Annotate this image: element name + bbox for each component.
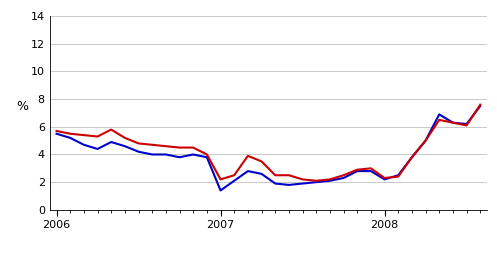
Anläggningsmaskiner xyxy=(190,153,196,156)
Anläggningsmaskiner xyxy=(327,179,333,182)
Anläggningsmaskiner xyxy=(163,153,169,156)
Underhållsmaskiner xyxy=(136,142,142,145)
Anläggningsmaskiner xyxy=(422,139,428,142)
Anläggningsmaskiner xyxy=(149,153,155,156)
Anläggningsmaskiner xyxy=(286,183,292,186)
Anläggningsmaskiner xyxy=(136,150,142,153)
Underhållsmaskiner xyxy=(368,167,374,170)
Underhållsmaskiner xyxy=(67,132,73,135)
Underhållsmaskiner xyxy=(81,133,87,137)
Underhållsmaskiner xyxy=(395,175,401,178)
Underhållsmaskiner xyxy=(176,146,182,149)
Anläggningsmaskiner xyxy=(436,113,442,116)
Anläggningsmaskiner xyxy=(395,174,401,177)
Anläggningsmaskiner xyxy=(94,147,100,151)
Underhållsmaskiner xyxy=(258,160,264,163)
Anläggningsmaskiner xyxy=(176,156,182,159)
Underhållsmaskiner xyxy=(108,128,114,131)
Underhållsmaskiner xyxy=(122,136,128,140)
Underhållsmaskiner xyxy=(436,118,442,122)
Underhållsmaskiner xyxy=(163,144,169,148)
Anläggningsmaskiner xyxy=(354,169,360,173)
Anläggningsmaskiner xyxy=(122,144,128,148)
Underhållsmaskiner xyxy=(340,174,346,177)
Anläggningsmaskiner xyxy=(81,143,87,146)
Anläggningsmaskiner xyxy=(218,189,224,192)
Anläggningsmaskiner xyxy=(340,176,346,180)
Line: Underhållsmaskiner: Underhållsmaskiner xyxy=(57,105,480,181)
Underhållsmaskiner xyxy=(218,178,224,181)
Underhållsmaskiner xyxy=(409,156,415,159)
Underhållsmaskiner xyxy=(313,179,319,182)
Anläggningsmaskiner xyxy=(382,178,388,181)
Anläggningsmaskiner xyxy=(300,182,306,185)
Underhållsmaskiner xyxy=(450,121,456,124)
Anläggningsmaskiner xyxy=(231,179,237,182)
Underhållsmaskiner xyxy=(231,174,237,177)
Underhållsmaskiner xyxy=(190,146,196,149)
Underhållsmaskiner xyxy=(464,124,470,127)
Underhållsmaskiner xyxy=(300,178,306,181)
Anläggningsmaskiner xyxy=(450,121,456,124)
Underhållsmaskiner xyxy=(94,135,100,138)
Underhållsmaskiner xyxy=(286,174,292,177)
Anläggningsmaskiner xyxy=(245,169,251,173)
Anläggningsmaskiner xyxy=(54,132,60,135)
Anläggningsmaskiner xyxy=(204,156,210,159)
Anläggningsmaskiner xyxy=(368,169,374,173)
Underhållsmaskiner xyxy=(245,154,251,157)
Y-axis label: %: % xyxy=(16,100,28,113)
Line: Anläggningsmaskiner: Anläggningsmaskiner xyxy=(57,106,480,190)
Anläggningsmaskiner xyxy=(272,182,278,185)
Underhållsmaskiner xyxy=(327,178,333,181)
Underhållsmaskiner xyxy=(422,139,428,142)
Underhållsmaskiner xyxy=(54,129,60,133)
Anläggningsmaskiner xyxy=(409,156,415,159)
Anläggningsmaskiner xyxy=(313,180,319,184)
Underhållsmaskiner xyxy=(477,103,483,106)
Underhållsmaskiner xyxy=(382,176,388,180)
Anläggningsmaskiner xyxy=(477,104,483,108)
Anläggningsmaskiner xyxy=(67,136,73,140)
Underhållsmaskiner xyxy=(272,174,278,177)
Anläggningsmaskiner xyxy=(464,122,470,126)
Underhållsmaskiner xyxy=(354,168,360,171)
Underhållsmaskiner xyxy=(149,143,155,146)
Anläggningsmaskiner xyxy=(258,172,264,175)
Underhållsmaskiner xyxy=(204,153,210,156)
Anläggningsmaskiner xyxy=(108,140,114,144)
